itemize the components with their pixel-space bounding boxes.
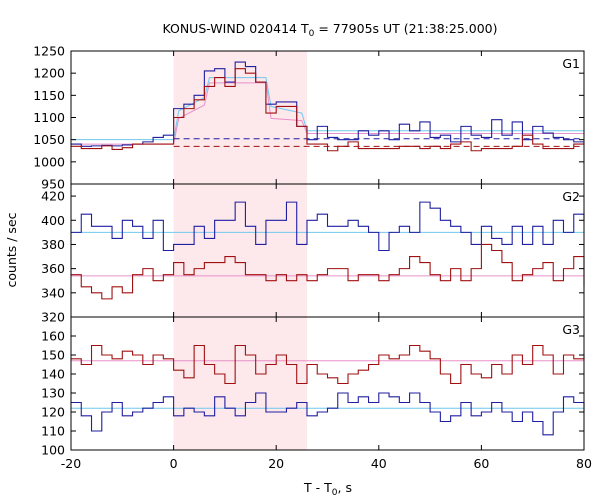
y-axis-label: counts / sec xyxy=(4,212,19,287)
x-tick-label: -20 xyxy=(61,456,81,471)
y-tick-label: 1150 xyxy=(33,88,65,103)
fit-line-pink xyxy=(71,82,584,145)
panel-frame xyxy=(70,316,585,451)
panel-label: G2 xyxy=(562,189,580,204)
y-tick-label: 110 xyxy=(41,424,65,439)
y-tick-label: 1100 xyxy=(33,110,65,125)
x-axis-label: T - T0, s xyxy=(303,480,352,498)
fit-line-lightblue xyxy=(71,77,584,141)
y-tick-label: 160 xyxy=(41,329,65,344)
y-tick-label: 1000 xyxy=(33,154,65,169)
y-tick-label: 420 xyxy=(41,189,65,204)
histogram-red xyxy=(71,243,585,300)
x-tick-label: 60 xyxy=(473,456,489,471)
panel-g3: 100 110 120 130 140 150 160 G3 xyxy=(41,316,585,458)
x-tick-label: 20 xyxy=(268,456,284,471)
panel-frame xyxy=(70,50,585,185)
y-tick-label: 360 xyxy=(41,261,65,276)
chart-title: KONUS-WIND 020414 T0 = 77905s UT (21:38:… xyxy=(162,21,497,39)
histogram-red xyxy=(71,344,585,385)
y-tick-label: 1250 xyxy=(33,44,65,59)
panel-label: G1 xyxy=(562,56,580,71)
histogram-blue xyxy=(71,201,585,252)
y-tick-label: 320 xyxy=(41,310,65,325)
panel-g1: 950 1000 1050 1100 1150 1200 1250 G1 xyxy=(33,44,585,192)
y-tick-label: 1200 xyxy=(33,66,65,81)
x-tick-label: 80 xyxy=(576,456,592,471)
histogram-red xyxy=(71,68,584,152)
y-tick-label: 340 xyxy=(41,285,65,300)
histogram-blue xyxy=(71,61,584,147)
panel-g2: 320 340 360 380 400 420 G2 xyxy=(41,183,585,325)
y-tick-label: 1050 xyxy=(33,132,65,147)
x-tick-label: 40 xyxy=(371,456,387,471)
plot-area: 950100010501100115012001250G132034036038… xyxy=(33,44,592,472)
y-tick-label: 100 xyxy=(41,443,65,458)
x-tick-label: 0 xyxy=(170,456,178,471)
y-tick-label: 380 xyxy=(41,237,65,252)
y-tick-label: 120 xyxy=(41,405,65,420)
y-tick-label: 150 xyxy=(41,348,65,363)
y-tick-label: 950 xyxy=(41,177,65,192)
histogram-blue xyxy=(71,392,585,436)
burst-interval-shade xyxy=(173,51,307,450)
y-tick-label: 400 xyxy=(41,213,65,228)
y-tick-label: 140 xyxy=(41,367,65,382)
y-tick-label: 130 xyxy=(41,386,65,401)
panel-label: G3 xyxy=(562,322,580,337)
panel-frame xyxy=(70,183,585,318)
